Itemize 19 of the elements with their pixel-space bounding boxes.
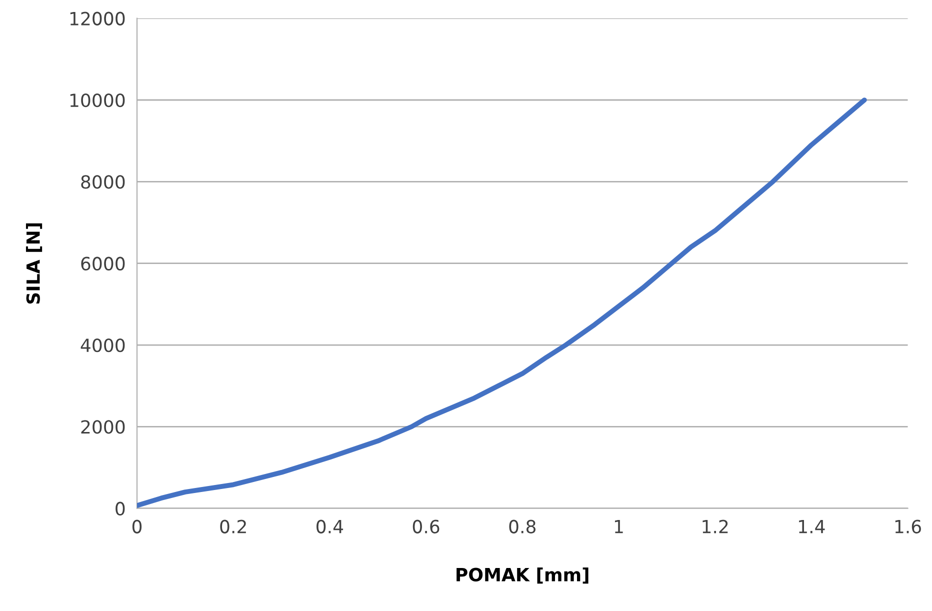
x-tick-label: 1 <box>614 520 623 534</box>
y-tick-label: 6000 <box>81 256 125 270</box>
y-tick-label: 12000 <box>70 12 125 26</box>
x-tick-label: 1.2 <box>702 520 728 534</box>
x-axis-title: POMAK [mm] <box>456 567 588 584</box>
y-tick-label: 2000 <box>81 420 125 434</box>
y-tick-label: 0 <box>116 502 125 516</box>
y-tick-label: 10000 <box>70 93 125 108</box>
x-tick-label: 1.6 <box>895 520 921 534</box>
y-tick-label: 8000 <box>81 175 125 189</box>
line-series <box>137 98 867 508</box>
x-tick-label: 1.4 <box>799 520 825 534</box>
x-tick-label: 0.4 <box>316 520 344 534</box>
x-tick-label: 0 <box>132 520 142 534</box>
x-tick-label: 0.2 <box>220 520 246 534</box>
x-tick-label: 0.6 <box>412 520 440 534</box>
x-tick-label: 0.8 <box>509 520 536 534</box>
y-tick-label: 4000 <box>80 338 125 352</box>
y-axis-title: SILA [N] <box>26 223 42 304</box>
